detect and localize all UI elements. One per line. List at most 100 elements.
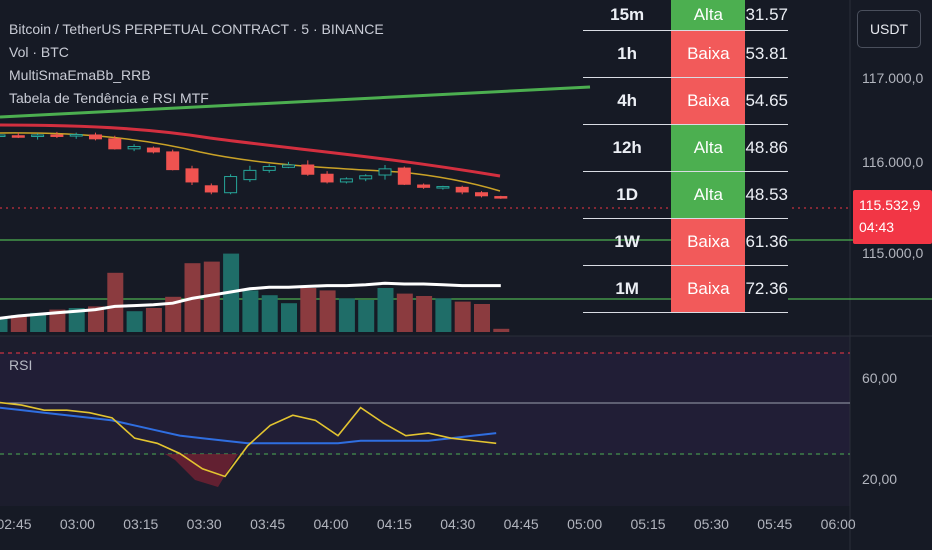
time-axis-label: 05:45 — [757, 516, 793, 532]
volume-bar — [396, 293, 413, 332]
price-axis-label: 115.000,0 — [862, 245, 924, 261]
trend-status-cell: Alta — [671, 171, 746, 219]
timeframe-cell: 1h — [617, 44, 638, 63]
volume-bar — [281, 303, 297, 332]
volume-bar — [0, 317, 8, 332]
trend-status-cell: Alta — [671, 124, 746, 172]
time-axis-label: 03:15 — [123, 516, 159, 532]
candle-countdown: 04:43 — [859, 219, 895, 235]
rsi-value-cell: 31.57 — [745, 0, 788, 31]
rsi-value-cell: 48.86 — [745, 124, 788, 172]
price-axis-label: 116.000,0 — [862, 154, 924, 170]
candle-body — [494, 196, 508, 199]
current-price-badge: 115.532,9 04:43 — [853, 190, 932, 244]
volume-bar — [319, 290, 336, 332]
candle-body — [339, 178, 353, 183]
candle-body — [146, 147, 160, 153]
candle-body — [11, 135, 25, 138]
volume-ma-line — [0, 281, 501, 320]
rsi-value-cell: 53.81 — [745, 30, 788, 78]
ema-red-line — [0, 123, 501, 178]
time-axis-label: 05:00 — [567, 516, 603, 532]
candle-body — [475, 192, 488, 197]
candle-body — [359, 175, 373, 180]
timeframe-cell: 4h — [617, 91, 638, 110]
volume-bar — [88, 306, 104, 332]
trend-status-cell: Baixa — [671, 77, 746, 125]
candle-body — [89, 134, 102, 140]
trend-row-15m: 15m Alta 31.57 — [583, 0, 788, 31]
ema-gold-line — [0, 132, 501, 192]
rsi-value-cell: 61.36 — [745, 218, 788, 266]
candle-body — [50, 134, 64, 137]
volume-bar — [30, 312, 47, 332]
timeframe-cell: 12h — [612, 138, 642, 157]
rsi-ma-line — [0, 406, 497, 445]
volume-bar — [416, 296, 433, 332]
trend-row-1d: 1D Alta 48.53 — [583, 171, 788, 219]
volume-bar — [10, 315, 27, 332]
price-axis-label: 117.000,0 — [862, 70, 924, 86]
time-axis-label: 02:45 — [0, 516, 32, 532]
candle-body — [262, 166, 276, 171]
currency-button[interactable]: USDT — [857, 10, 921, 48]
time-axis-label: 05:30 — [693, 516, 729, 532]
trend-status-cell: Baixa — [671, 30, 746, 78]
candle-body — [282, 164, 295, 168]
trend-status-cell: Baixa — [671, 265, 746, 313]
rsi-line — [0, 401, 497, 478]
volume-indicator-label[interactable]: Vol · BTC — [9, 44, 69, 60]
time-axis-label: 03:00 — [59, 516, 95, 532]
time-axis-label: 04:45 — [503, 516, 539, 532]
rsi-axis-label: 20,00 — [862, 471, 898, 487]
timeframe-cell: 15m — [610, 5, 645, 24]
volume-bar — [454, 301, 471, 332]
time-axis-label: 06:00 — [820, 516, 856, 532]
volume-bar — [358, 300, 375, 332]
time-axis-label: 04:30 — [440, 516, 476, 532]
volume-bar — [377, 288, 394, 332]
volume-bar — [145, 308, 162, 332]
trend-row-12h: 12h Alta 48.86 — [583, 124, 788, 172]
candle-body — [166, 151, 180, 171]
rsi-value-cell: 72.36 — [745, 265, 788, 313]
trend-status-cell: Baixa — [671, 218, 746, 266]
volume-bar — [49, 309, 66, 332]
trend-row-4h: 4h Baixa 54.65 — [583, 77, 788, 125]
candle-body — [436, 186, 450, 189]
rsi-oversold-fill — [165, 454, 238, 487]
volume-bar — [68, 308, 85, 332]
candle-body — [320, 173, 334, 183]
volume-bar — [203, 261, 220, 332]
candle-body — [204, 185, 218, 193]
timeframe-cell: 1W — [614, 232, 640, 251]
volume-bar — [126, 311, 143, 332]
volume-bar — [338, 298, 355, 332]
candle-body — [378, 168, 392, 176]
volume-bar — [300, 288, 317, 332]
time-axis-label: 05:15 — [630, 516, 666, 532]
symbol-title[interactable]: Bitcoin / TetherUS PERPETUAL CONTRACT · … — [9, 21, 384, 37]
candle-body — [417, 184, 431, 188]
volume-bar — [493, 328, 510, 332]
volume-bar — [261, 295, 278, 332]
candle-body — [224, 176, 238, 194]
rsi-pane-label[interactable]: RSI — [9, 357, 33, 373]
candle-body — [127, 146, 141, 150]
candle-body — [455, 186, 469, 193]
candle-body — [243, 169, 257, 181]
multi-ma-indicator-label[interactable]: MultiSmaEmaBb_RRB — [9, 67, 151, 83]
candle-body — [185, 168, 199, 183]
candle-body — [108, 138, 122, 150]
trend-table-indicator-label[interactable]: Tabela de Tendência e RSI MTF — [9, 90, 209, 106]
volume-bar — [474, 304, 490, 332]
time-axis-label: 03:30 — [186, 516, 222, 532]
timeframe-cell: 1M — [615, 279, 639, 298]
candle-body — [31, 134, 45, 138]
trend-row-1m: 1M Baixa 72.36 — [583, 265, 788, 313]
volume-bar — [242, 290, 259, 332]
volume-bar — [107, 272, 124, 332]
volume-bar — [165, 296, 182, 332]
current-price: 115.532,9 — [859, 197, 921, 213]
